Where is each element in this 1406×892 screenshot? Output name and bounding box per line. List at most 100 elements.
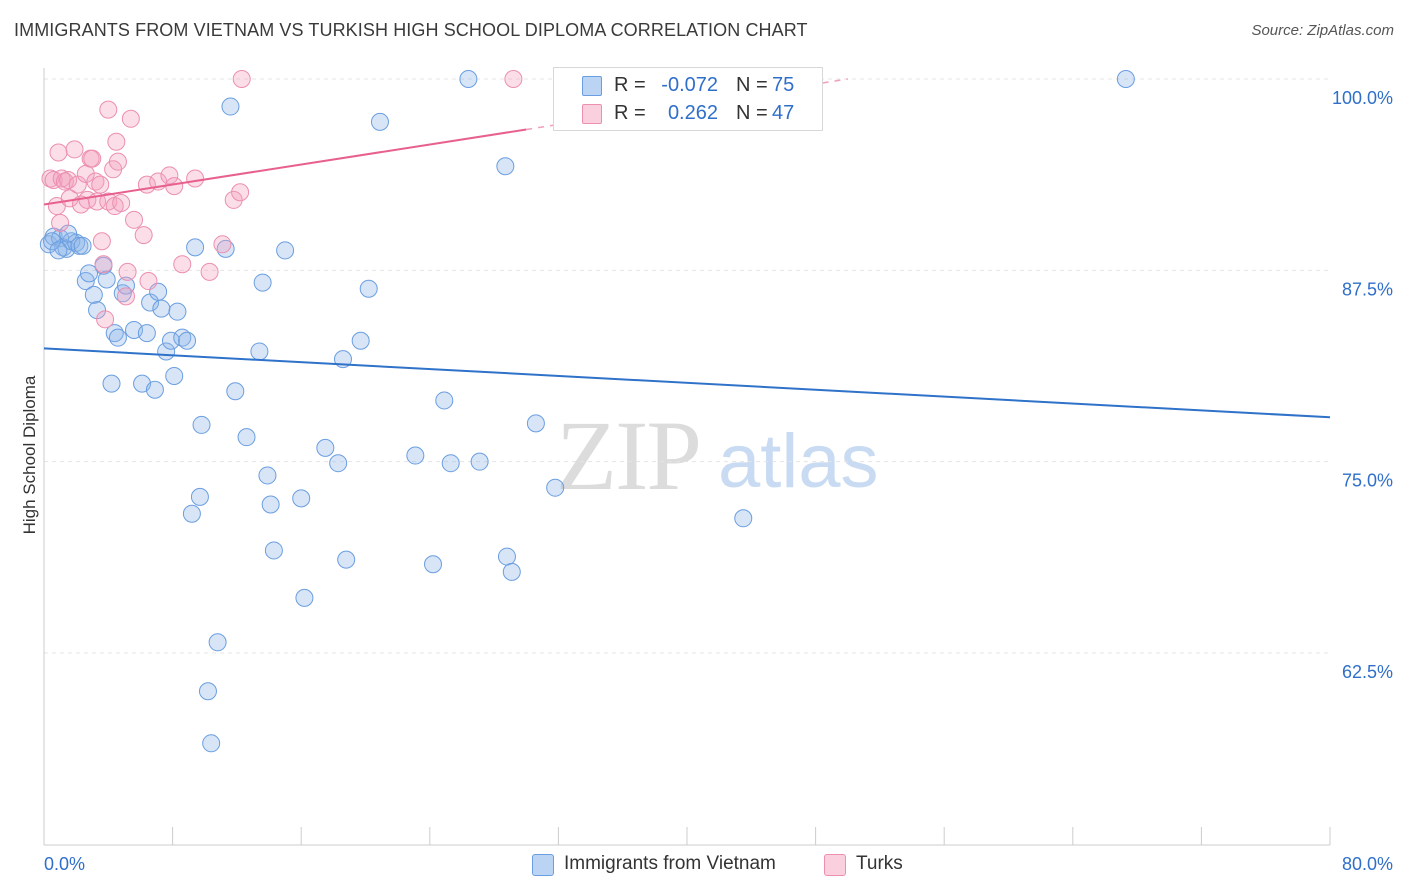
stats-legend-row-vietnam: R = -0.072 N = 75	[554, 72, 822, 100]
y-tick-label: 87.5%	[1342, 279, 1393, 299]
legend-label-turks: Turks	[856, 853, 903, 874]
turks-point	[99, 192, 118, 211]
x-tick-label: 0.0%	[44, 854, 85, 874]
vietnam-point	[161, 331, 180, 350]
turks-point	[86, 172, 105, 191]
vietnam-point	[258, 466, 277, 485]
watermark-zip: ZIP	[556, 400, 702, 511]
turks-point	[51, 213, 70, 232]
vietnam-point	[173, 328, 192, 347]
vietnam-point	[190, 487, 209, 506]
vietnam-point	[496, 157, 515, 176]
turks-point	[49, 143, 68, 162]
r-value: -0.072	[661, 74, 718, 96]
turks-point	[94, 255, 113, 274]
vietnam-point	[264, 541, 283, 560]
vietnam-point	[97, 270, 116, 289]
turks-point	[91, 175, 110, 194]
y-tick-label: 62.5%	[1342, 662, 1393, 682]
vietnam-point	[329, 454, 348, 473]
turks-point	[112, 193, 131, 212]
vietnam-point	[250, 342, 269, 361]
vietnam-trendline	[43, 347, 1331, 419]
vietnam-point	[734, 509, 753, 528]
turks-point	[232, 70, 251, 88]
vietnam-point	[43, 232, 62, 251]
n-value: 47	[772, 102, 795, 124]
vietnam-point	[276, 241, 295, 260]
turks-point	[213, 235, 232, 254]
turks-point	[107, 132, 126, 151]
vietnam-point	[178, 331, 197, 350]
vietnam-point	[295, 588, 314, 607]
vietnam-legend-swatch	[532, 854, 554, 876]
vietnam-swatch	[582, 76, 602, 96]
vietnam-point	[546, 478, 565, 497]
vietnam-point	[502, 562, 521, 581]
turks-point	[96, 310, 115, 329]
y-axis-label: High School Diploma	[20, 375, 39, 534]
series-legend: Immigrants from Vietnam Turks	[0, 852, 1406, 878]
stats-legend: R = -0.072 N = 75 R = 0.262 N = 47	[553, 67, 823, 131]
turks-point	[121, 109, 140, 128]
vietnam-point	[424, 555, 443, 574]
vietnam-point	[116, 276, 135, 295]
turks-point	[52, 169, 71, 188]
turks-point	[504, 70, 523, 88]
turks-point	[83, 149, 102, 168]
vietnam-point	[84, 285, 103, 304]
vietnam-point	[186, 238, 205, 257]
turks-point	[173, 255, 192, 274]
turks-legend-swatch	[824, 854, 846, 876]
vietnam-point	[406, 446, 425, 465]
source-label: Source: ZipAtlas.com	[1251, 22, 1394, 39]
turks-point	[160, 166, 179, 185]
turks-point	[99, 100, 118, 119]
n-label: N =	[736, 102, 768, 124]
vietnam-point	[73, 236, 92, 255]
vietnam-point	[370, 112, 389, 131]
turks-swatch	[582, 104, 602, 124]
vietnam-point	[108, 328, 127, 347]
vietnam-point	[80, 264, 99, 283]
vietnam-point	[261, 495, 280, 514]
turks-point	[200, 262, 219, 281]
legend-label-vietnam: Immigrants from Vietnam	[564, 853, 776, 874]
vietnam-point	[470, 452, 489, 471]
turks-point	[92, 232, 111, 251]
vietnam-point	[292, 489, 311, 508]
turks-point	[231, 183, 250, 202]
chart-title: IMMIGRANTS FROM VIETNAM VS TURKISH HIGH …	[14, 20, 808, 40]
turks-point	[118, 262, 137, 281]
vietnam-point	[208, 633, 227, 652]
vietnam-point	[316, 438, 335, 457]
vietnam-point	[137, 324, 156, 343]
vietnam-point	[497, 547, 516, 566]
r-label: R =	[614, 102, 646, 124]
vietnam-point	[192, 415, 211, 434]
vietnam-point	[198, 682, 217, 701]
turks-point	[125, 210, 144, 229]
turks-point	[116, 287, 135, 306]
turks-point	[59, 171, 78, 190]
turks-point	[186, 169, 205, 188]
vietnam-point	[526, 414, 545, 433]
vietnam-point	[202, 734, 221, 753]
vietnam-point	[435, 391, 454, 410]
vietnam-point	[351, 331, 370, 350]
vietnam-point	[221, 97, 240, 116]
vietnam-point	[165, 366, 184, 385]
vietnam-point	[182, 504, 201, 523]
turks-trendline	[43, 128, 527, 206]
turks-point	[65, 140, 84, 159]
vietnam-point	[359, 279, 378, 298]
vietnam-point	[253, 273, 272, 292]
vietnam-point	[49, 241, 68, 260]
turks-point	[108, 152, 127, 171]
turks-point	[139, 272, 158, 291]
y-tick-label: 75.0%	[1342, 471, 1393, 491]
vietnam-point	[226, 382, 245, 401]
vietnam-point	[152, 299, 171, 318]
vietnam-point	[168, 302, 187, 321]
